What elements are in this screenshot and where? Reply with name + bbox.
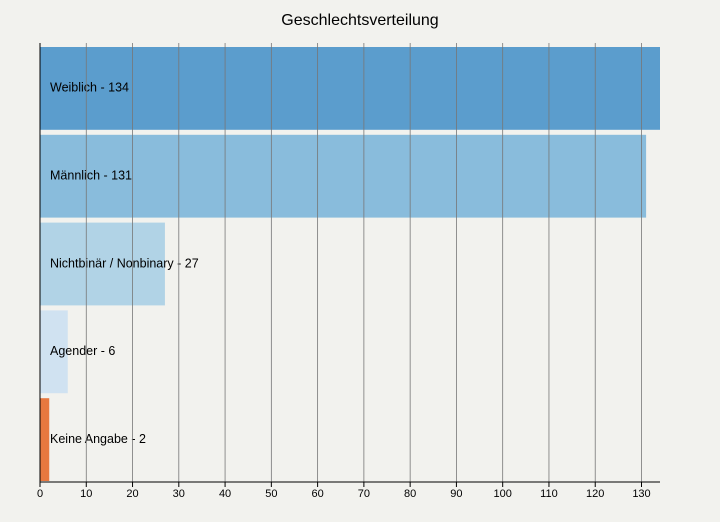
bar — [40, 47, 660, 130]
x-tick-label: 10 — [80, 488, 92, 500]
bar — [40, 398, 50, 481]
bar-label: Männlich - 131 — [50, 168, 132, 182]
bar — [40, 310, 68, 394]
chart-title: Geschlechtsverteilung — [281, 12, 438, 29]
x-tick-label: 80 — [404, 488, 416, 500]
x-tick-label: 60 — [311, 488, 323, 500]
x-tick-label: 40 — [219, 488, 231, 500]
bar-label: Keine Angabe - 2 — [50, 432, 146, 446]
x-tick-label: 90 — [450, 488, 462, 500]
x-tick-label: 130 — [632, 488, 650, 500]
bar — [40, 134, 647, 218]
x-tick-label: 0 — [37, 488, 43, 500]
bar-label: Nichtbinär / Nonbinary - 27 — [50, 256, 199, 270]
x-tick-label: 70 — [358, 488, 370, 500]
x-tick-label: 110 — [540, 488, 558, 500]
x-tick-label: 30 — [173, 488, 185, 500]
bar-label: Agender - 6 — [50, 344, 115, 358]
x-tick-label: 100 — [494, 488, 512, 500]
x-tick-label: 120 — [586, 488, 604, 500]
x-tick-label: 50 — [265, 488, 277, 500]
bar-label: Weiblich - 134 — [50, 81, 129, 95]
x-tick-label: 20 — [126, 488, 138, 500]
bar — [40, 222, 165, 306]
